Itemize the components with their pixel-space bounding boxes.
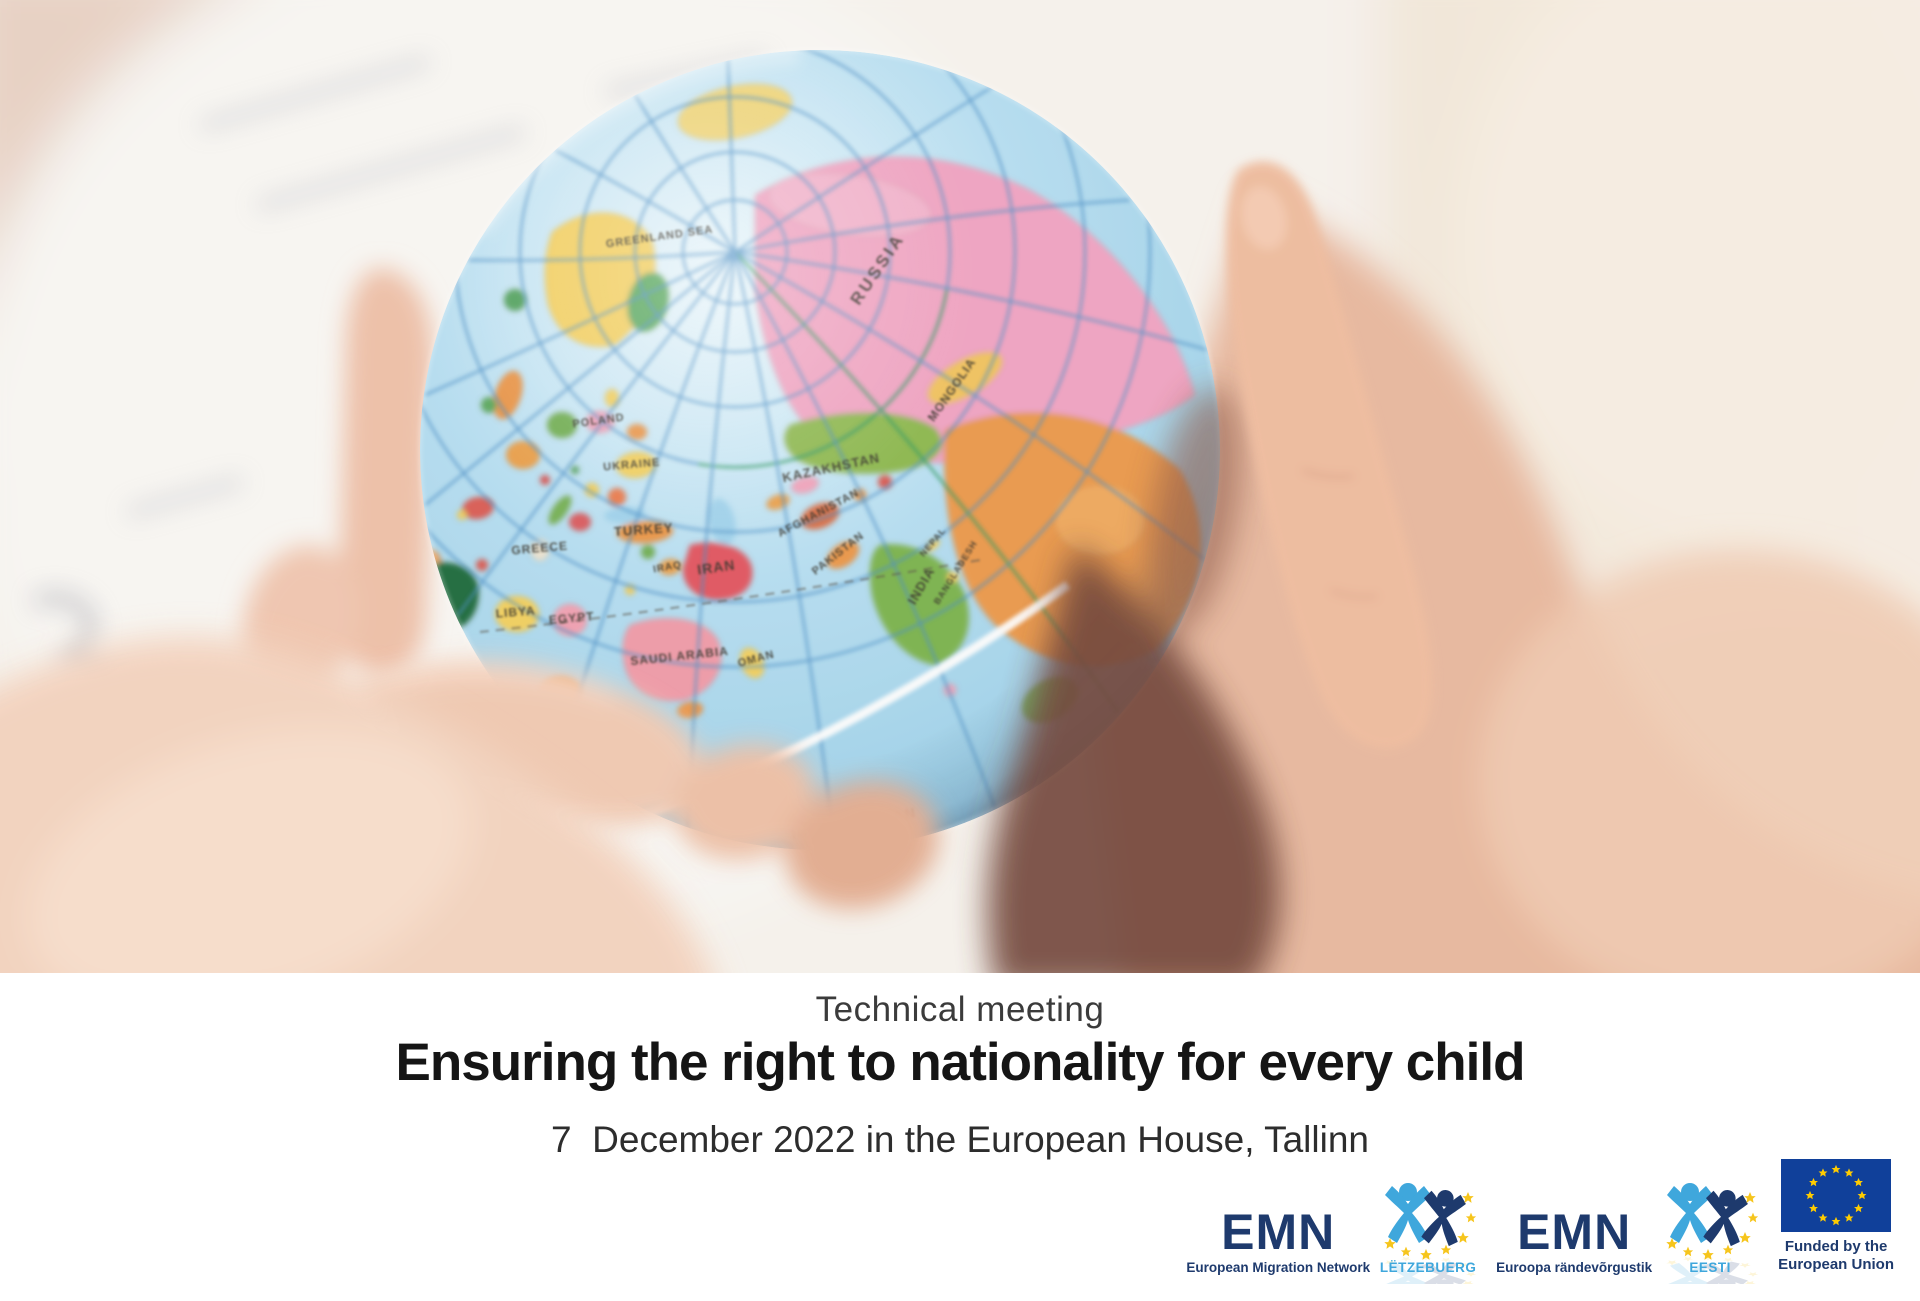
eu-flag-icon	[1781, 1158, 1892, 1232]
emn-ee-country: EESTI	[1689, 1260, 1731, 1275]
emn-lu-icon-column: LËTZEBUERG	[1376, 1174, 1480, 1275]
emn-ee-subtitle: Euroopa rändevõrgustik	[1496, 1260, 1653, 1275]
emn-ee-wordmark-column: EMN Euroopa rändevõrgustik	[1496, 1203, 1653, 1275]
emn-lu-country: LËTZEBUERG	[1379, 1260, 1477, 1275]
logo-eu-funding: Funded by the European Union	[1778, 1158, 1894, 1276]
logo-emn-estonia: EMN Euroopa rändevõrgustik EESTI	[1496, 1174, 1762, 1275]
event-kicker: Technical meeting	[815, 990, 1105, 1029]
event-title: Ensuring the right to nationality for ev…	[395, 1033, 1526, 1092]
emn-ee-wordmark: EMN	[1517, 1203, 1632, 1260]
eu-funding-line1: Funded by the	[1784, 1237, 1888, 1255]
eu-funding-line2: European Union	[1778, 1256, 1894, 1274]
right-index-finger	[1226, 161, 1433, 749]
eu-funding-label: Funded by the European Union	[1778, 1238, 1894, 1276]
event-date-location: 7 December 2022 in the European House, T…	[551, 1118, 1369, 1160]
caption-area: Technical meeting Ensuring the right to …	[0, 973, 1920, 1301]
hero-photo: GREENLAND SEA RUSSIA MONGOLIA KAZAKHSTAN…	[0, 0, 1920, 973]
shadow-under-globe	[987, 386, 1281, 973]
emn-lu-wordmark: EMN	[1221, 1203, 1336, 1260]
emn-lu-subtitle: European Migration Network	[1186, 1260, 1371, 1275]
hero-photo-illustration: GREENLAND SEA RUSSIA MONGOLIA KAZAKHSTAN…	[0, 0, 1920, 973]
emn-ee-icon-column: EESTI	[1658, 1174, 1762, 1275]
logo-row: EMN European Migration Network	[1186, 1158, 1894, 1276]
globe-shading	[420, 50, 1220, 850]
emn-lu-wordmark-column: EMN European Migration Network	[1186, 1203, 1371, 1275]
left-hand-front	[0, 636, 939, 973]
photo-warm-tone	[0, 0, 1920, 973]
logo-emn-luxembourg: EMN European Migration Network	[1186, 1174, 1480, 1275]
